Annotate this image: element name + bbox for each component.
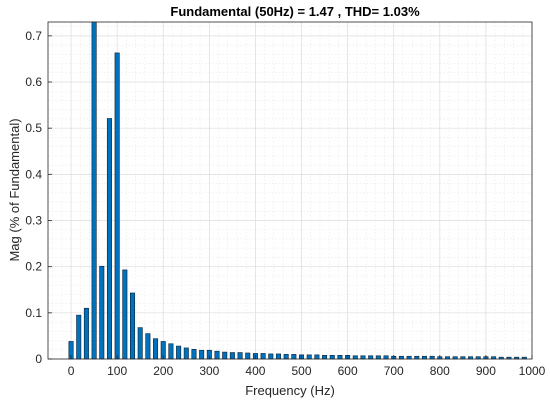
x-tick-label: 100	[107, 364, 127, 378]
x-tick-label: 600	[338, 364, 358, 378]
bar	[168, 343, 174, 360]
x-tick-label: 400	[245, 364, 265, 378]
y-tick-label: 0	[35, 352, 42, 366]
x-tick-label: 200	[153, 364, 173, 378]
bar	[414, 355, 420, 360]
x-tick-label: 700	[384, 364, 404, 378]
x-tick-label: 300	[199, 364, 219, 378]
bar	[83, 307, 89, 360]
bar	[375, 355, 381, 360]
bar	[153, 338, 159, 360]
bar	[260, 353, 266, 360]
bar	[237, 352, 243, 360]
y-tick-label: 0.1	[25, 306, 42, 320]
bar	[76, 314, 82, 360]
y-tick-label: 0.3	[25, 214, 42, 228]
x-axis-label: Frequency (Hz)	[245, 383, 335, 398]
y-tick-label: 0.4	[25, 167, 42, 181]
bar	[114, 52, 120, 360]
bar	[222, 351, 228, 360]
bar	[145, 333, 151, 360]
x-axis-ticks: 0 100 200 300 400 500 600 700 800 900 1000	[68, 355, 546, 378]
x-tick-label: 900	[476, 364, 496, 378]
bar	[314, 354, 320, 360]
bar	[199, 349, 205, 360]
bar	[291, 354, 297, 360]
bar	[137, 327, 143, 360]
bar	[99, 265, 105, 360]
bar	[322, 355, 328, 360]
bar	[183, 347, 189, 360]
bar	[191, 349, 197, 360]
x-tick-label: 800	[430, 364, 450, 378]
bar	[421, 355, 427, 360]
bar-series	[68, 21, 527, 360]
bar	[398, 355, 404, 360]
bar	[122, 269, 128, 360]
x-tick-label: 1000	[519, 364, 546, 378]
y-tick-label: 0.7	[25, 29, 42, 43]
y-tick-label: 0.2	[25, 260, 42, 274]
bar	[329, 355, 335, 360]
bar	[229, 352, 235, 360]
chart-title: Fundamental (50Hz) = 1.47 , THD= 1.03%	[170, 4, 420, 19]
axes-box	[47, 21, 533, 360]
bar	[176, 345, 182, 360]
bar	[283, 354, 289, 360]
x-tick-label: 0	[68, 364, 75, 378]
bar	[245, 352, 251, 360]
bar	[337, 355, 343, 360]
bar	[383, 355, 389, 360]
bar	[429, 355, 435, 360]
bar	[360, 355, 366, 360]
bar	[91, 21, 97, 360]
bar	[130, 292, 136, 360]
bar	[306, 354, 312, 360]
minor-grid	[48, 22, 532, 359]
bar	[275, 353, 281, 360]
y-tick-label: 0.6	[25, 75, 42, 89]
bar	[214, 350, 220, 360]
bar	[106, 118, 112, 360]
y-tick-label: 0.5	[25, 121, 42, 135]
y-axis-label: Mag (% of Fundamental)	[7, 118, 22, 261]
y-axis-ticks: 0 0.1 0.2 0.3 0.4 0.5 0.6 0.7	[25, 29, 52, 366]
bar	[406, 355, 412, 360]
bar	[368, 355, 374, 360]
bar	[352, 355, 358, 360]
x-tick-label: 500	[292, 364, 312, 378]
bar	[268, 353, 274, 360]
